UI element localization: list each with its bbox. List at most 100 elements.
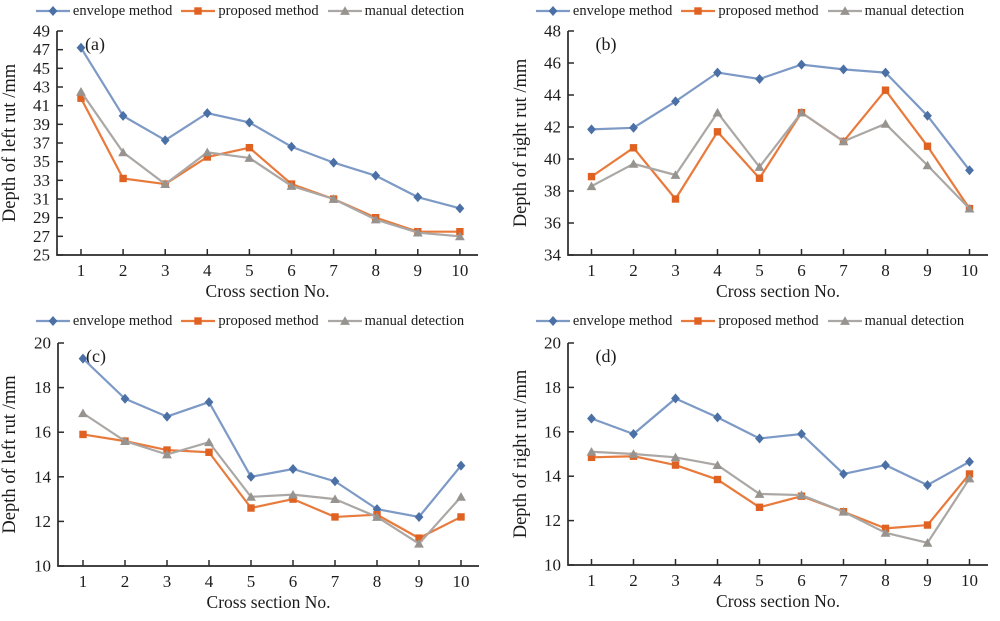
x-axis-title: Cross section No.	[207, 592, 331, 612]
series-manual-marker	[922, 538, 933, 547]
series-envelope-marker	[76, 42, 86, 53]
series-envelope-marker	[965, 165, 974, 176]
y-tick-label: 10	[34, 557, 51, 576]
series-envelope-marker	[413, 192, 423, 203]
series-proposed-marker	[755, 503, 764, 511]
y-tick-label: 48	[544, 22, 561, 41]
legend-square-icon	[181, 7, 216, 15]
panel-b: envelope method proposed method manual det…	[500, 0, 1000, 310]
y-tick-label: 14	[544, 467, 562, 486]
legend-label: manual detection	[864, 312, 965, 329]
x-tick-label: 10	[453, 572, 470, 591]
y-tick-label: 14	[34, 467, 52, 486]
series-envelope-marker	[587, 124, 596, 135]
series-proposed-marker	[713, 128, 722, 136]
legend-item-proposed: proposed method	[681, 313, 819, 330]
series-proposed-marker	[671, 461, 680, 469]
series-manual-marker	[372, 512, 382, 521]
series-proposed-marker	[457, 513, 465, 521]
panel-label: (d)	[596, 346, 617, 367]
legend-diamond-icon	[535, 316, 570, 326]
legend-label: envelope method	[72, 2, 173, 19]
panel-c: envelope method proposed method manual det…	[0, 310, 500, 620]
x-tick-label: 1	[587, 571, 596, 590]
legend-item-proposed: proposed method	[181, 313, 319, 330]
series-envelope-marker	[78, 353, 88, 364]
x-tick-label: 2	[629, 571, 638, 590]
x-tick-label: 8	[881, 571, 890, 590]
series-proposed-marker	[629, 144, 638, 152]
series-proposed-marker	[245, 143, 254, 152]
legend-triangle-icon	[827, 316, 862, 325]
legend-item-manual: manual detection	[827, 3, 964, 20]
series-manual-line	[591, 450, 971, 544]
series-envelope-marker	[246, 471, 256, 482]
series-envelope-marker	[456, 460, 466, 471]
series-proposed-marker	[247, 504, 255, 512]
series-manual-marker	[118, 147, 128, 157]
x-tick-label: 7	[839, 261, 848, 280]
x-tick-label: 2	[121, 572, 130, 591]
y-tick-label: 42	[544, 118, 561, 137]
legend-item-manual: manual detection	[327, 3, 464, 20]
x-tick-label: 9	[923, 261, 932, 280]
series-manual-marker	[455, 231, 465, 241]
series-envelope-marker	[245, 117, 254, 128]
x-tick-label: 4	[713, 261, 722, 280]
axis-frame	[56, 31, 478, 256]
series-manual-marker	[412, 227, 423, 237]
series-proposed-marker	[671, 195, 680, 203]
series-manual-marker	[330, 494, 340, 503]
legend-label: proposed method	[218, 2, 319, 19]
series-envelope-marker	[455, 203, 465, 214]
y-axis-title: Depth of right rut /mm	[511, 58, 531, 227]
legend-label: envelope method	[572, 312, 673, 329]
legend-label: proposed method	[718, 2, 819, 19]
y-tick-label: 49	[33, 22, 50, 41]
y-tick-label: 25	[33, 246, 50, 265]
series-manual-marker	[244, 153, 255, 162]
series-manual-marker	[586, 181, 597, 191]
legend-item-proposed: proposed method	[681, 2, 819, 20]
series-envelope-marker	[160, 135, 170, 146]
series-envelope-marker	[162, 411, 172, 422]
x-tick-label: 5	[755, 261, 764, 280]
y-axis-title: Depth of left rut /mm	[0, 63, 20, 222]
series-manual-marker	[670, 170, 681, 179]
series-proposed-marker	[415, 534, 423, 542]
series-envelope-marker	[839, 64, 848, 75]
series-envelope-marker	[587, 413, 596, 424]
series-envelope-marker	[629, 429, 638, 440]
y-tick-label: 37	[33, 134, 51, 153]
legend-item-envelope: envelope method	[535, 312, 673, 330]
series-envelope-marker	[923, 110, 932, 121]
series-manual-marker	[712, 107, 723, 117]
series-manual-marker	[754, 162, 765, 171]
x-tick-label: 4	[713, 571, 722, 590]
y-tick-label: 41	[33, 96, 50, 115]
series-envelope-marker	[671, 96, 680, 107]
x-tick-label: 1	[79, 572, 88, 591]
series-manual-marker	[796, 107, 807, 117]
series-envelope-line	[591, 397, 971, 487]
series-envelope-marker	[329, 157, 338, 168]
series-envelope-marker	[839, 468, 848, 479]
x-tick-label: 5	[755, 571, 764, 590]
x-tick-label: 9	[414, 261, 423, 280]
series-manual-marker	[880, 528, 891, 537]
legend-triangle-icon	[327, 6, 362, 15]
legend-item-envelope: envelope method	[535, 2, 673, 20]
y-tick-label: 16	[544, 422, 561, 441]
series-envelope-marker	[923, 480, 932, 491]
series-proposed-marker	[205, 448, 213, 456]
legend-label: envelope method	[572, 2, 673, 19]
panel-d: envelope method proposed method manual det…	[500, 310, 1000, 620]
series-manual-marker	[370, 214, 381, 224]
y-tick-label: 43	[33, 78, 50, 97]
series-envelope-marker	[287, 141, 296, 152]
x-tick-label: 4	[203, 261, 212, 280]
x-tick-label: 3	[161, 261, 170, 280]
